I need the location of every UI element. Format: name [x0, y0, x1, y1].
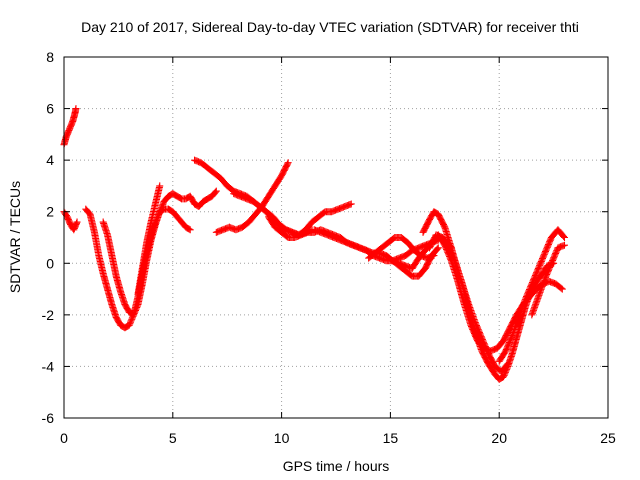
data-point — [127, 318, 135, 326]
data-point — [127, 317, 135, 325]
series-4 — [134, 182, 164, 298]
data-point — [126, 320, 134, 328]
data-point — [159, 200, 167, 208]
series-11 — [382, 244, 442, 280]
data-point — [284, 159, 292, 167]
series-6 — [212, 159, 292, 236]
series-3 — [99, 187, 220, 319]
data-point — [434, 244, 442, 252]
y-tick-label: -4 — [42, 358, 55, 374]
data-point — [347, 200, 355, 208]
data-point — [73, 218, 81, 226]
series-0 — [60, 105, 80, 149]
x-tick-label: 15 — [383, 430, 399, 446]
x-axis-label: GPS time / hours — [283, 458, 390, 474]
series-16 — [528, 241, 568, 319]
data-point — [125, 321, 133, 329]
data-point — [72, 105, 80, 113]
plot-frame — [63, 56, 609, 419]
x-tick-label: 20 — [491, 430, 507, 446]
data-point — [503, 364, 511, 372]
x-tick-label: 25 — [600, 430, 616, 446]
data-point — [130, 309, 138, 317]
x-tick-label: 0 — [60, 430, 68, 446]
data-point — [501, 368, 509, 376]
y-axis-label: SDTVAR / TECUs — [7, 181, 23, 293]
data-point — [503, 365, 511, 373]
y-tick-label: 0 — [46, 255, 54, 271]
data-point — [156, 182, 164, 190]
data-point — [283, 160, 291, 168]
series-7 — [230, 190, 355, 239]
data-point — [500, 371, 508, 379]
y-tick-label: 8 — [46, 49, 54, 65]
data-point — [433, 245, 441, 253]
data-point — [156, 208, 164, 216]
x-tick-label: 10 — [274, 430, 290, 446]
data-point — [158, 202, 166, 210]
data-point — [131, 308, 139, 316]
data-point — [560, 241, 568, 249]
series-8 — [265, 213, 442, 265]
series-15 — [495, 226, 568, 365]
data-point — [211, 188, 219, 196]
data-point — [131, 306, 139, 314]
data-point — [157, 205, 165, 213]
data-point — [560, 234, 568, 241]
data-point — [500, 373, 508, 381]
data-point — [212, 187, 220, 195]
y-tick-label: 2 — [46, 204, 54, 220]
data-point — [133, 302, 141, 310]
data-point — [158, 203, 166, 211]
data-point — [501, 370, 509, 378]
data-point — [185, 225, 193, 233]
y-tick-label: -6 — [42, 410, 55, 426]
data-point — [560, 232, 568, 240]
chart-title: Day 210 of 2017, Sidereal Day-to-day VTE… — [81, 19, 579, 35]
data-point — [133, 303, 141, 311]
y-tick-label: 4 — [46, 152, 54, 168]
data-point — [186, 226, 194, 234]
data-points — [60, 105, 568, 383]
data-point — [558, 285, 566, 293]
data-point — [508, 333, 516, 341]
data-point — [557, 284, 565, 292]
data-point — [130, 311, 138, 319]
y-tick-label: 6 — [46, 101, 54, 117]
x-tick-label: 5 — [169, 430, 177, 446]
data-point — [132, 305, 140, 313]
axis-ticks: 0 5 10 15 20 25 -6 -4 -2 0 2 4 6 8 — [42, 49, 616, 446]
data-point — [156, 206, 164, 214]
y-tick-label: -2 — [42, 307, 55, 323]
data-point — [502, 367, 510, 375]
series-10 — [365, 234, 438, 262]
